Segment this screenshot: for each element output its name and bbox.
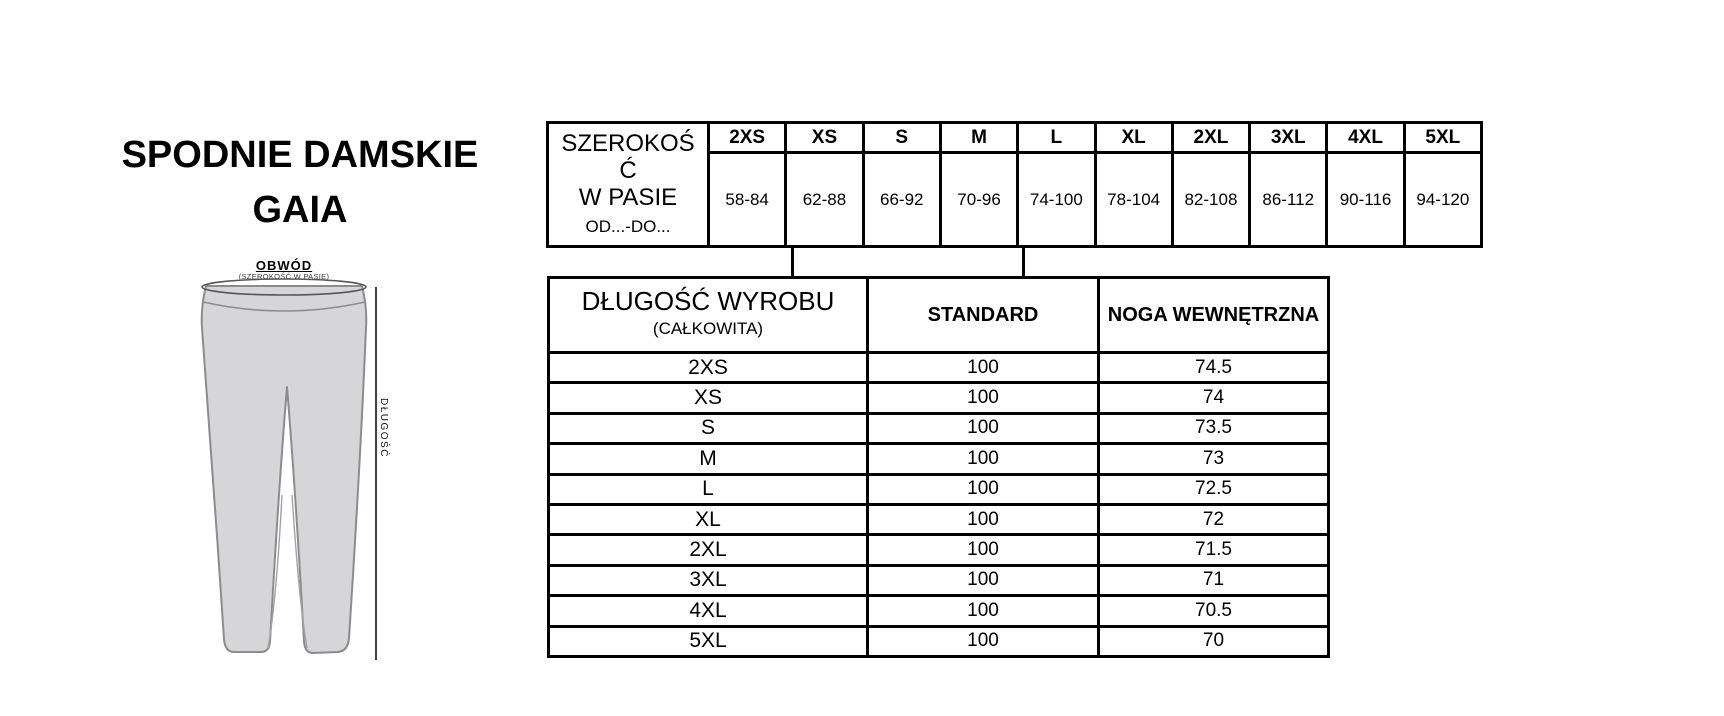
length-header-title: DŁUGOŚĆ WYROBU <box>581 286 835 316</box>
length-row-standard: 100 <box>869 445 1097 473</box>
length-row-size: L <box>550 475 866 503</box>
length-row-size: 5XL <box>550 627 866 655</box>
pants-outline <box>200 285 368 654</box>
left-leg-crease <box>267 494 283 649</box>
length-row-standard: 100 <box>869 475 1097 503</box>
size-column-header: 3XL <box>1251 124 1326 151</box>
length-row-inner-leg: 70 <box>1100 627 1327 655</box>
waist-range-cell: 86-112 <box>1251 154 1326 245</box>
waist-measure-sublabel: (SZEROKOŚĆ W PASIE) <box>238 272 330 281</box>
length-row-inner-leg: 74.5 <box>1100 354 1327 382</box>
length-row-size: 4XL <box>550 597 866 625</box>
length-table-header: DŁUGOŚĆ WYROBU (CAŁKOWITA) <box>550 279 866 351</box>
length-header-sub: (CAŁKOWITA) <box>652 319 764 338</box>
length-row-standard: 100 <box>869 384 1097 412</box>
length-row-inner-leg: 72.5 <box>1100 475 1327 503</box>
size-column-header: XS <box>787 124 862 151</box>
length-row-standard: 100 <box>869 566 1097 595</box>
waist-range-cell: 70-96 <box>941 154 1017 245</box>
length-row-size: M <box>550 445 866 473</box>
size-column-header: 2XL <box>1173 124 1249 151</box>
waist-header-line3: W PASIE <box>578 183 678 211</box>
table-connector-line <box>1022 245 1025 279</box>
length-row-size: 3XL <box>550 566 866 595</box>
length-row-standard: 100 <box>869 597 1097 625</box>
waist-range-cell: 58-84 <box>710 154 785 245</box>
length-row-standard: 100 <box>869 354 1097 382</box>
table-connector-line <box>791 245 794 279</box>
size-column-header: M <box>941 124 1017 151</box>
waist-range-cell: 82-108 <box>1173 154 1249 245</box>
length-row-size: XS <box>550 384 866 412</box>
right-leg-crease <box>291 494 308 649</box>
waist-range-cell: 94-120 <box>1405 154 1480 245</box>
size-column-header: S <box>864 124 939 151</box>
page-title-line1: SPODNIE DAMSKIE <box>121 134 479 176</box>
length-table: DŁUGOŚĆ WYROBU (CAŁKOWITA) STANDARD NOGA… <box>547 276 1330 658</box>
size-column-header: L <box>1019 124 1094 151</box>
waist-header-line1: SZEROKOŚ <box>561 129 695 157</box>
waist-header-sub: OD...-DO... <box>585 216 671 236</box>
standard-column-header: STANDARD <box>869 279 1097 351</box>
waist-range-cell: 66-92 <box>864 154 939 245</box>
page-title-line2: GAIA <box>252 189 348 231</box>
length-row-standard: 100 <box>869 505 1097 534</box>
page-title: SPODNIE DAMSKIE GAIA <box>90 128 510 238</box>
length-measure-label: DŁUGOŚĆ <box>378 398 389 458</box>
waist-range-cell: 90-116 <box>1328 154 1403 245</box>
size-column-header: 2XS <box>710 124 785 151</box>
length-row-inner-leg: 72 <box>1100 505 1327 534</box>
length-row-standard: 100 <box>869 536 1097 564</box>
length-row-inner-leg: 73 <box>1100 445 1327 473</box>
size-column-header: XL <box>1096 124 1171 151</box>
waist-range-cell: 62-88 <box>787 154 862 245</box>
length-row-inner-leg: 73.5 <box>1100 414 1327 443</box>
waist-header-line2: Ć <box>619 156 637 184</box>
length-row-inner-leg: 74 <box>1100 384 1327 412</box>
waistband-seam <box>202 301 366 312</box>
waist-range-cell: 78-104 <box>1096 154 1171 245</box>
length-row-standard: 100 <box>869 414 1097 443</box>
size-column-header: 4XL <box>1328 124 1403 151</box>
waist-range-cell: 74-100 <box>1019 154 1094 245</box>
waist-table-header: SZEROKOŚ Ć W PASIE OD...-DO... <box>549 124 707 245</box>
size-column-header: 5XL <box>1405 124 1480 151</box>
length-row-size: 2XL <box>550 536 866 564</box>
length-row-standard: 100 <box>869 627 1097 655</box>
length-row-size: S <box>550 414 866 443</box>
waist-ellipse <box>201 278 367 296</box>
length-row-inner-leg: 71.5 <box>1100 536 1327 564</box>
pants-diagram <box>200 278 377 660</box>
inner-leg-column-header: NOGA WEWNĘTRZNA <box>1100 279 1327 351</box>
waist-width-table: SZEROKOŚ Ć W PASIE OD...-DO... 2XS XS S … <box>546 121 1483 248</box>
length-row-size: 2XS <box>550 354 866 382</box>
waist-measure-label: OBWÓD <box>255 258 313 273</box>
length-row-inner-leg: 71 <box>1100 566 1327 595</box>
length-row-size: XL <box>550 505 866 534</box>
length-row-inner-leg: 70.5 <box>1100 597 1327 625</box>
